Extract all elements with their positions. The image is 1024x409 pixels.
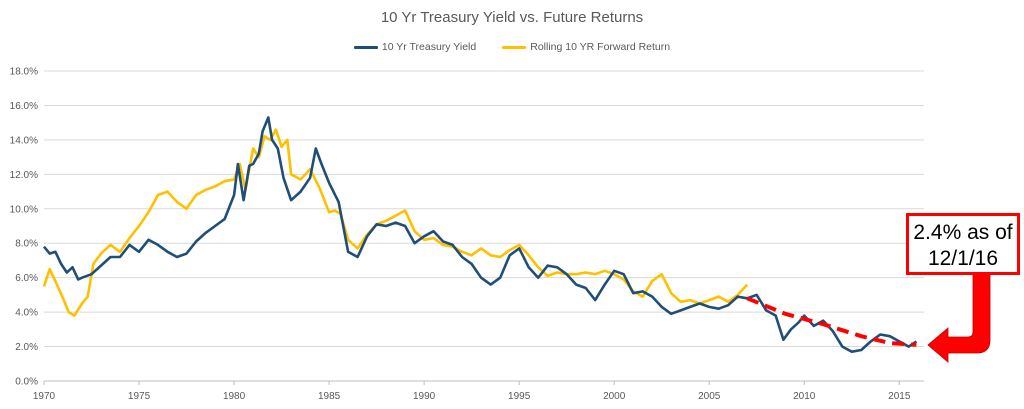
y-tick-label: 16.0% bbox=[10, 101, 38, 112]
annotation-line-1: 2.4% as of bbox=[913, 221, 1013, 244]
legend-swatch-yield bbox=[353, 45, 378, 49]
axes: 0.0% 2.0% 4.0% 6.0% 8.0% 10.0% 12.0% 14.0% 16.0%… bbox=[10, 67, 911, 403]
legend-item-forward-return: Rolling 10 YR Forward Return bbox=[502, 41, 670, 53]
x-tick-label: 2005 bbox=[698, 391, 721, 402]
x-tick-label: 1970 bbox=[33, 391, 56, 402]
legend-label-forward-return: Rolling 10 YR Forward Return bbox=[530, 41, 671, 53]
y-tick-label: 14.0% bbox=[10, 135, 38, 146]
legend: 10 Yr Treasury Yield Rolling 10 YR Forwa… bbox=[0, 41, 1024, 53]
x-tick-label: 2000 bbox=[603, 391, 626, 402]
x-tick-label: 1990 bbox=[413, 391, 436, 402]
projection-dashed-line bbox=[746, 296, 917, 347]
y-tick-label: 10.0% bbox=[10, 204, 38, 215]
y-tick-label: 18.0% bbox=[10, 67, 38, 78]
annotation-callout-box: 2.4% as of 12/1/16 bbox=[906, 213, 1020, 275]
callout-arrow-shape bbox=[927, 271, 991, 363]
series-line-treasury-yield bbox=[42, 116, 918, 354]
x-tick-label: 1975 bbox=[128, 391, 151, 402]
x-tick-label: 1985 bbox=[318, 391, 341, 402]
series-lines bbox=[42, 116, 918, 354]
gridlines bbox=[44, 70, 924, 382]
y-tick-label: 0.0% bbox=[15, 377, 38, 388]
x-tick-label: 2015 bbox=[888, 391, 911, 402]
series-line-forward-return bbox=[42, 128, 749, 317]
y-tick-label: 12.0% bbox=[10, 170, 38, 181]
chart-title: 10 Yr Treasury Yield vs. Future Returns bbox=[380, 9, 644, 26]
callout-arrow bbox=[927, 271, 991, 363]
x-tick-label: 1980 bbox=[223, 391, 246, 402]
x-tick-label: 2010 bbox=[793, 391, 816, 402]
legend-label-yield: 10 Yr Treasury Yield bbox=[381, 41, 477, 53]
legend-swatch-forward-return bbox=[502, 45, 527, 49]
legend-item-yield: 10 Yr Treasury Yield bbox=[353, 41, 477, 53]
y-tick-label: 6.0% bbox=[15, 273, 38, 284]
y-tick-label: 8.0% bbox=[15, 239, 38, 250]
y-tick-label: 4.0% bbox=[15, 308, 38, 319]
annotation-line-2: 12/1/16 bbox=[927, 247, 999, 270]
x-tick-label: 1995 bbox=[508, 391, 531, 402]
y-tick-label: 2.0% bbox=[15, 342, 38, 353]
